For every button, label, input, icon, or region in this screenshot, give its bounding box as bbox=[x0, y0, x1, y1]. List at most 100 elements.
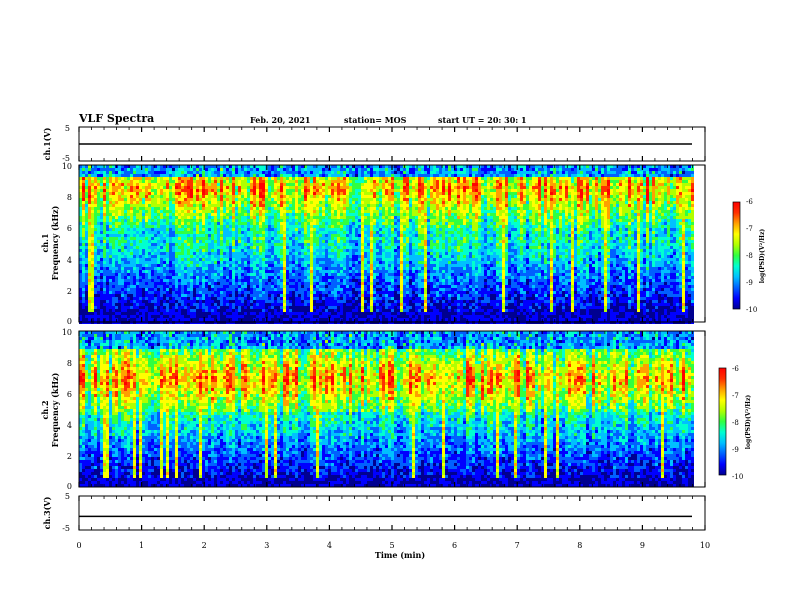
spectrogram-cell bbox=[337, 192, 340, 195]
spectrogram-cell bbox=[277, 312, 280, 315]
spectrogram-cell bbox=[172, 165, 175, 168]
spectrogram-cell bbox=[205, 255, 208, 258]
spectrogram-cell bbox=[238, 192, 241, 195]
spectrogram-cell bbox=[283, 210, 286, 213]
spectrogram-cell bbox=[127, 243, 130, 246]
spectrogram-cell bbox=[175, 201, 178, 204]
spectrogram-cell bbox=[241, 201, 244, 204]
spectrogram-cell bbox=[97, 204, 100, 207]
spectrogram-cell bbox=[289, 180, 292, 183]
spectrogram-cell bbox=[244, 198, 247, 201]
spectrogram-cell bbox=[82, 165, 85, 168]
spectrogram-cell bbox=[280, 246, 283, 249]
spectrogram-cell bbox=[205, 237, 208, 240]
spectrogram-cell bbox=[148, 297, 151, 300]
spectrogram-cell bbox=[112, 168, 115, 171]
spectrogram-cell bbox=[169, 171, 172, 174]
spectrogram-cell bbox=[349, 189, 352, 192]
spectrogram-cell bbox=[226, 288, 229, 291]
spectrogram-cell bbox=[112, 306, 115, 309]
spectrogram-cell bbox=[178, 303, 181, 306]
spectrogram-cell bbox=[268, 204, 271, 207]
spectrogram-cell bbox=[244, 291, 247, 294]
spectrogram-cell bbox=[175, 297, 178, 300]
spectrogram-cell bbox=[85, 264, 88, 267]
spectrogram-cell bbox=[136, 243, 139, 246]
spectrogram-cell bbox=[298, 315, 301, 318]
spectrogram-cell bbox=[154, 318, 157, 321]
spectrogram-cell bbox=[154, 234, 157, 237]
spectrogram-cell bbox=[265, 243, 268, 246]
spectrogram-cell bbox=[154, 171, 157, 174]
spectrogram-cell bbox=[280, 216, 283, 219]
spectrogram-cell bbox=[265, 303, 268, 306]
spectrogram-cell bbox=[115, 243, 118, 246]
spectrogram-cell bbox=[184, 171, 187, 174]
spectrogram-cell bbox=[334, 231, 337, 234]
spectrogram-cell bbox=[133, 204, 136, 207]
spectrogram-cell bbox=[175, 309, 178, 312]
spectrogram-cell bbox=[157, 294, 160, 297]
spectrogram-cell bbox=[139, 297, 142, 300]
spectrogram-cell bbox=[199, 183, 202, 186]
spectrogram-cell bbox=[274, 267, 277, 270]
spectrogram-cell bbox=[220, 237, 223, 240]
spectrogram-cell bbox=[85, 183, 88, 186]
spectrogram-cell bbox=[181, 261, 184, 264]
spectrogram-cell bbox=[226, 309, 229, 312]
spectrogram-cell bbox=[100, 315, 103, 318]
spectrogram-cell bbox=[100, 177, 103, 180]
spectrogram-cell bbox=[163, 279, 166, 282]
spectrogram-cell bbox=[337, 222, 340, 225]
spectrogram-cell bbox=[181, 276, 184, 279]
spectrogram-cell bbox=[262, 279, 265, 282]
spectrogram-cell bbox=[244, 255, 247, 258]
spectrogram-cell bbox=[208, 180, 211, 183]
spectrogram-cell bbox=[346, 183, 349, 186]
spectrogram-cell bbox=[214, 195, 217, 198]
spectrogram-cell bbox=[79, 183, 82, 186]
spectrogram-cell bbox=[91, 165, 94, 168]
spectrogram-cell bbox=[271, 174, 274, 177]
spectrogram-cell bbox=[88, 177, 91, 180]
spectrogram-cell bbox=[250, 219, 253, 222]
spectrogram-cell bbox=[88, 168, 91, 171]
spectrogram-cell bbox=[238, 291, 241, 294]
spectrogram-cell bbox=[124, 264, 127, 267]
spectrogram-cell bbox=[352, 189, 355, 192]
spectrogram-cell bbox=[157, 165, 160, 168]
spectrogram-cell bbox=[196, 192, 199, 195]
spectrogram-cell bbox=[271, 312, 274, 315]
spectrogram-cell bbox=[283, 264, 286, 267]
spectrogram-cell bbox=[286, 273, 289, 276]
spectrogram-cell bbox=[205, 264, 208, 267]
spectrogram-cell bbox=[322, 210, 325, 213]
spectrogram-cell bbox=[247, 303, 250, 306]
spectrogram-cell bbox=[244, 243, 247, 246]
spectrogram-cell bbox=[247, 237, 250, 240]
spectrogram-cell bbox=[79, 282, 82, 285]
spectrogram-cell bbox=[328, 201, 331, 204]
spectrogram-cell bbox=[310, 192, 313, 195]
spectrogram-cell bbox=[187, 195, 190, 198]
spectrogram-cell bbox=[283, 282, 286, 285]
spectrogram-cell bbox=[136, 273, 139, 276]
spectrogram-cell bbox=[127, 177, 130, 180]
spectrogram-cell bbox=[277, 228, 280, 231]
spectrogram-cell bbox=[322, 318, 325, 321]
spectrogram-cell bbox=[238, 258, 241, 261]
spectrogram-cell bbox=[244, 168, 247, 171]
spectrogram-cell bbox=[307, 318, 310, 321]
spectrogram-cell bbox=[175, 168, 178, 171]
spectrogram-cell bbox=[112, 180, 115, 183]
spectrogram-cell bbox=[253, 195, 256, 198]
spectrogram-cell bbox=[205, 219, 208, 222]
spectrogram-cell bbox=[223, 192, 226, 195]
spectrogram-cell bbox=[331, 300, 334, 303]
spectrogram-cell bbox=[262, 282, 265, 285]
spectrogram-cell bbox=[337, 216, 340, 219]
spectrogram-cell bbox=[106, 255, 109, 258]
spectrogram-cell bbox=[157, 225, 160, 228]
spectrogram-cell bbox=[166, 207, 169, 210]
spectrogram-cell bbox=[280, 297, 283, 300]
